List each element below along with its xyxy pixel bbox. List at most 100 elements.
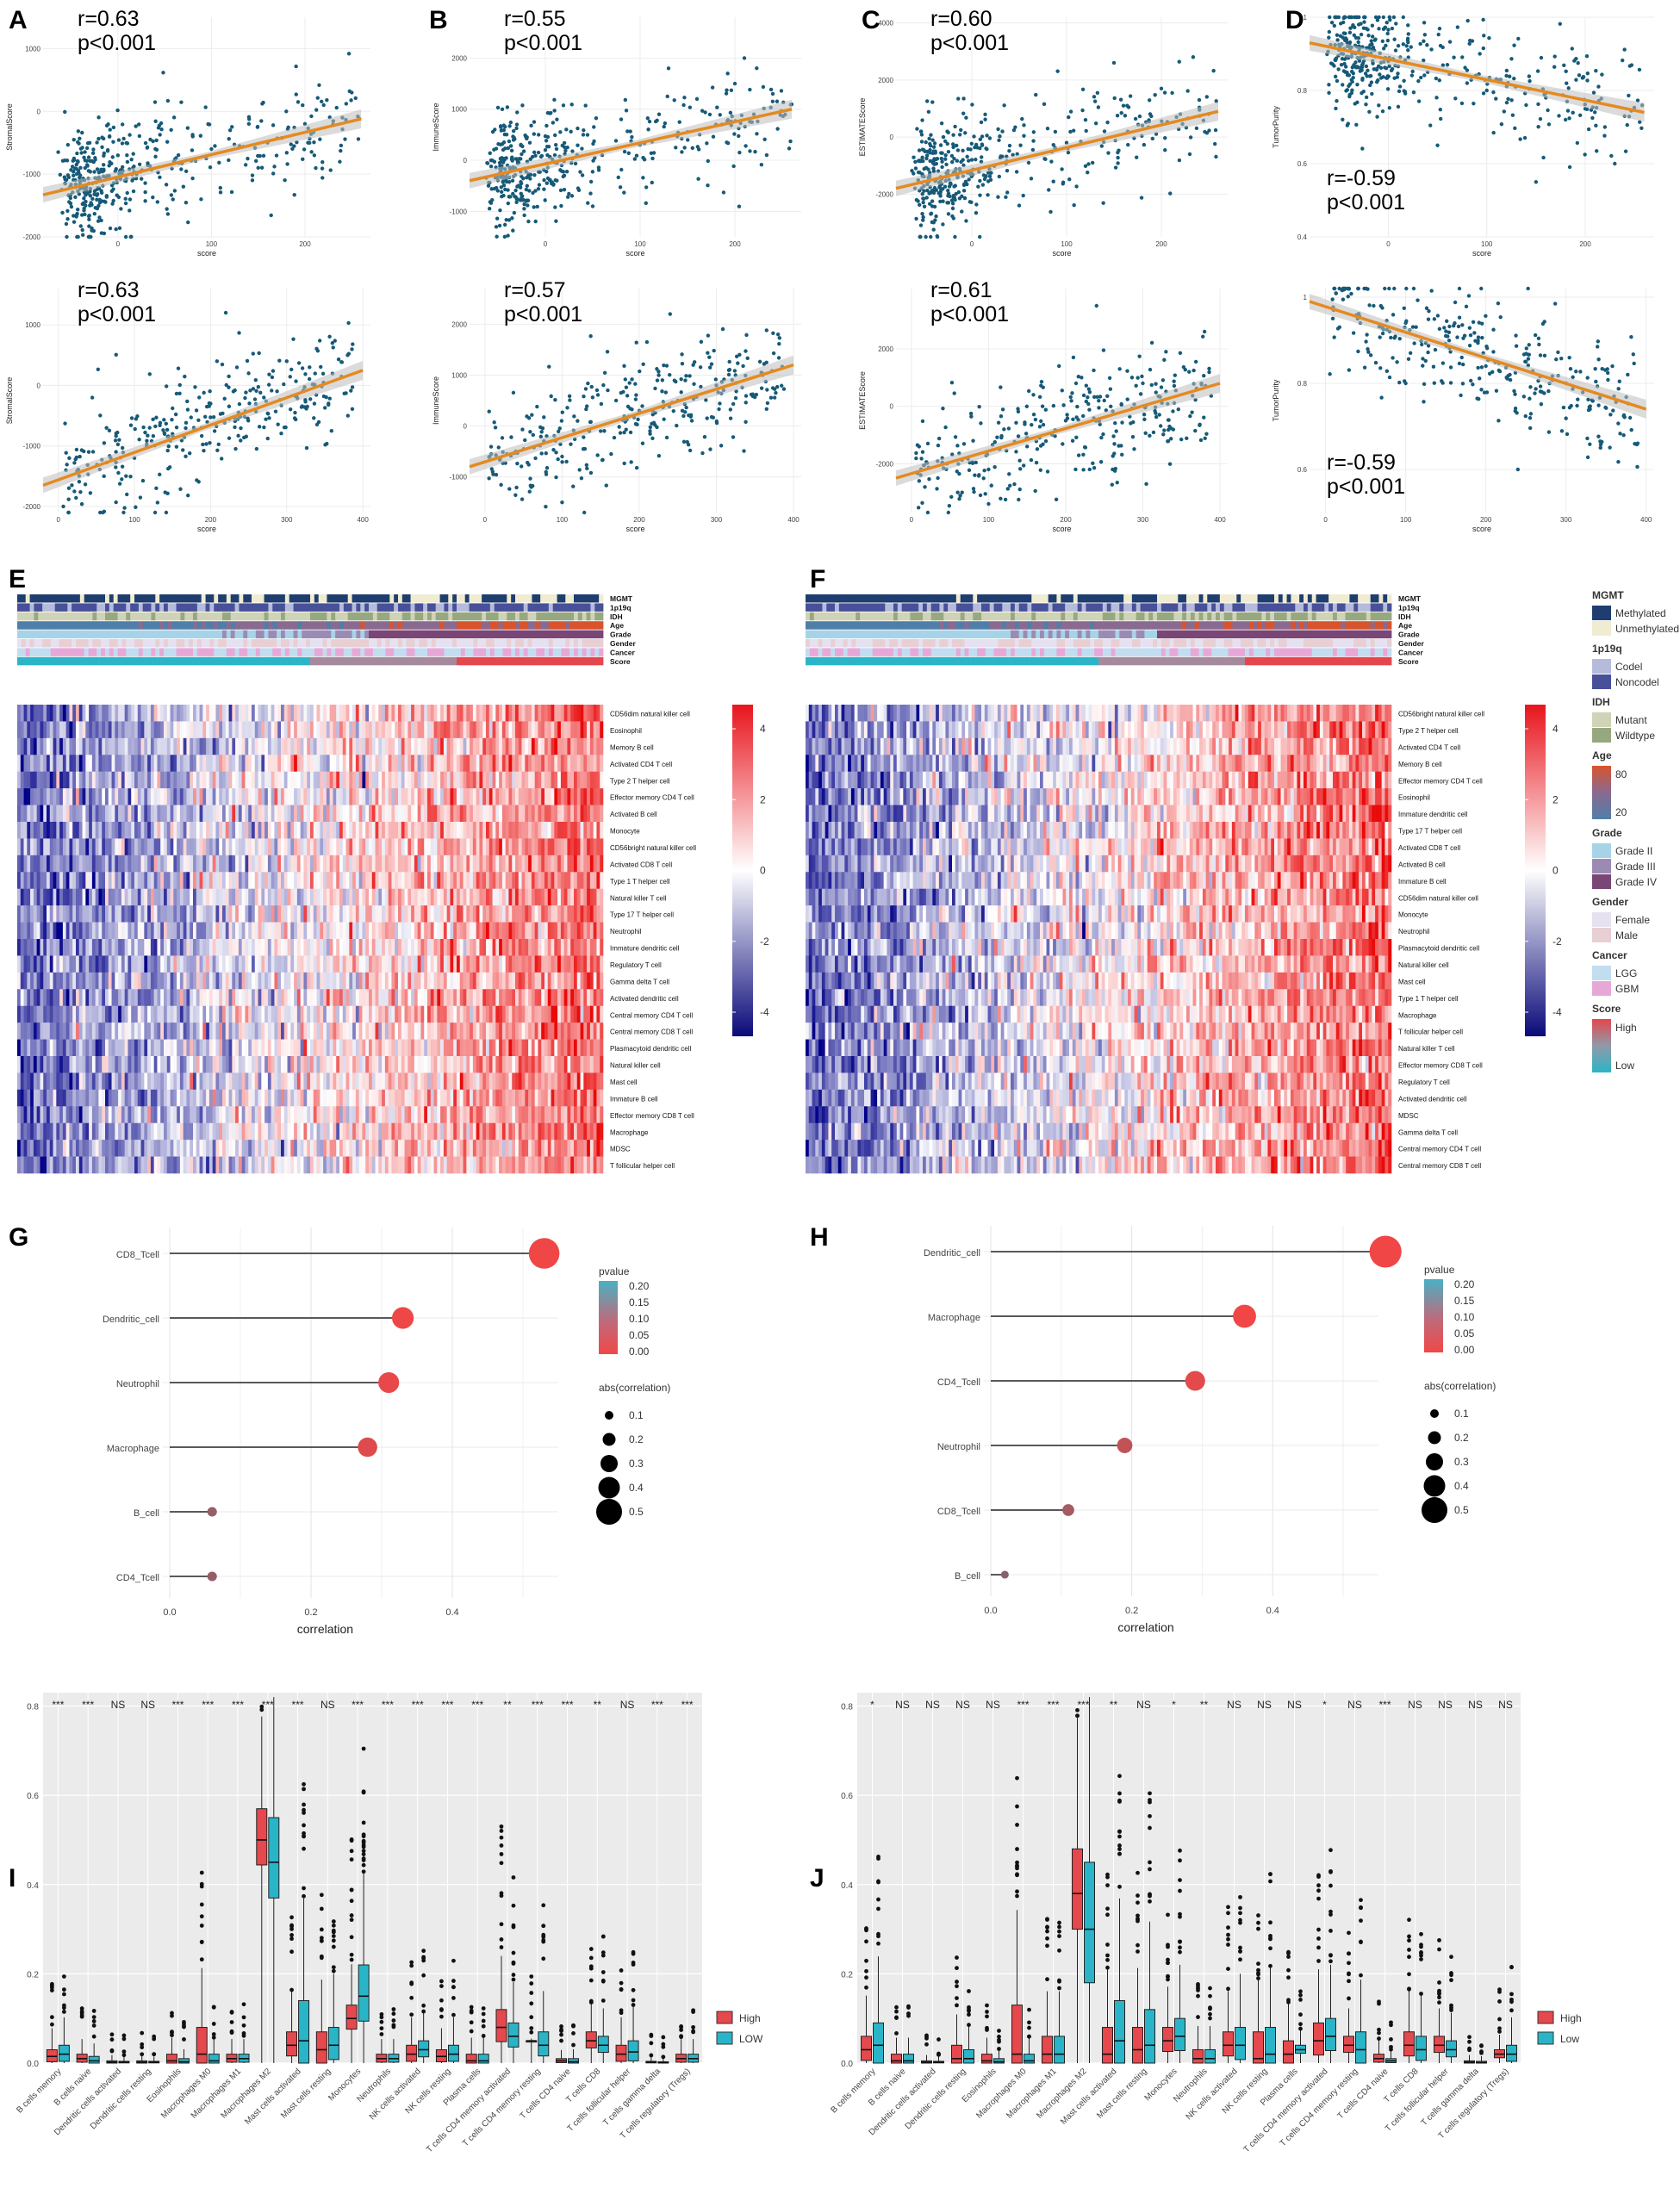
annotation-cell	[469, 594, 474, 603]
scatter-point	[1113, 165, 1118, 170]
scatter-point	[1204, 432, 1209, 436]
annotation-cell	[105, 603, 110, 612]
scatter-point	[1616, 459, 1621, 464]
annotation-cell	[151, 656, 156, 666]
annotation-cell	[167, 621, 173, 630]
annotation-cell	[552, 630, 557, 639]
heatmap-cell	[56, 737, 60, 755]
annotation-cell	[561, 630, 566, 639]
heatmap-cell	[358, 737, 363, 755]
heatmap-cell	[551, 705, 555, 722]
annotation-cell	[297, 621, 302, 630]
annotation-cell	[252, 630, 257, 639]
annotation-cell	[314, 594, 320, 603]
annotation-cell	[398, 656, 403, 666]
annotation-cell	[335, 648, 340, 656]
scatter-point	[1460, 362, 1465, 367]
heatmap-cell	[177, 705, 181, 722]
heatmap-cell	[134, 755, 139, 773]
scatter-point	[946, 201, 951, 205]
heatmap-cell	[482, 721, 487, 739]
annotation-bar-age	[17, 621, 604, 630]
heatmap-cell	[300, 755, 304, 773]
heatmap-cell	[76, 705, 80, 722]
scatter-point	[1192, 368, 1196, 373]
scatter-point	[131, 152, 135, 156]
heatmap-cell	[261, 737, 265, 755]
scatter-point	[1585, 436, 1590, 441]
scatter-point	[653, 386, 657, 391]
scatter-point	[350, 347, 354, 351]
scatter-point	[535, 404, 539, 409]
annotation-cell	[193, 639, 198, 648]
scatter-point	[1384, 43, 1388, 48]
scatter-point	[946, 510, 951, 515]
heatmap-cell	[40, 721, 44, 739]
scatter-point	[1347, 286, 1352, 291]
scatter-point	[1377, 103, 1381, 108]
scatter-point	[172, 189, 177, 193]
annotation-cell	[427, 656, 432, 666]
scatter-point	[688, 105, 693, 109]
scatter-point	[688, 414, 694, 419]
scatter-point	[1094, 303, 1098, 308]
heatmap-cell	[258, 721, 262, 739]
scatter-point	[78, 175, 82, 180]
scatter-point	[960, 490, 964, 494]
annotation-cell	[138, 612, 144, 621]
annotation-cell	[586, 603, 591, 612]
heatmap-cell	[420, 705, 425, 722]
correlation-p: p<0.001	[1327, 475, 1405, 499]
scatter-point	[1575, 403, 1579, 408]
annotation-cell	[226, 621, 232, 630]
annotation-cell	[423, 603, 428, 612]
annotation-cell	[502, 648, 507, 656]
annotation-cell	[582, 630, 587, 639]
annotation-cell	[452, 630, 457, 639]
annotation-cell	[577, 612, 583, 621]
scatter-point	[1467, 326, 1472, 330]
scatter-point	[1014, 420, 1018, 425]
annotation-cell	[590, 603, 595, 612]
annotation-cell	[167, 648, 173, 656]
annotation-cell	[252, 594, 257, 603]
heatmap-cell	[76, 737, 80, 755]
scatter-point	[1479, 286, 1484, 291]
annotation-cell	[268, 621, 273, 630]
annotation-cell	[146, 648, 152, 656]
annotation-cell	[54, 639, 59, 648]
annotation-cell	[322, 621, 327, 630]
scatter-point	[526, 203, 530, 208]
heatmap-cell	[352, 721, 357, 739]
heatmap-cell	[358, 721, 363, 739]
scatter-point	[1335, 38, 1340, 42]
annotation-cell	[482, 621, 487, 630]
scatter-point	[731, 435, 736, 439]
scatter-point	[510, 178, 515, 183]
annotation-cell	[17, 656, 22, 666]
annotation-cell	[489, 648, 495, 656]
heatmap-cell	[339, 705, 344, 722]
annotation-cell	[146, 612, 152, 621]
annotation-cell	[360, 621, 365, 630]
scatter-point	[1039, 419, 1043, 424]
annotation-cell	[126, 621, 131, 630]
scatter-point	[651, 151, 656, 155]
scatter-point	[1585, 455, 1590, 460]
scatter-point	[519, 143, 523, 147]
scatter-point	[1336, 67, 1341, 71]
annotation-cell	[457, 630, 462, 639]
scatter-point	[252, 397, 258, 401]
scatter-point	[507, 218, 512, 222]
scatter-point	[736, 361, 740, 365]
annotation-cell	[113, 612, 118, 621]
scatter-point	[1433, 347, 1438, 352]
annotation-cell	[532, 594, 537, 603]
scatter-point	[301, 103, 305, 108]
annotation-cell	[151, 621, 156, 630]
heatmap-cell	[580, 721, 584, 739]
annotation-cell	[121, 656, 127, 666]
annotation-cell	[460, 621, 466, 630]
annotation-cell	[385, 603, 390, 612]
heatmap-row-label: Eosinophil	[610, 727, 642, 735]
